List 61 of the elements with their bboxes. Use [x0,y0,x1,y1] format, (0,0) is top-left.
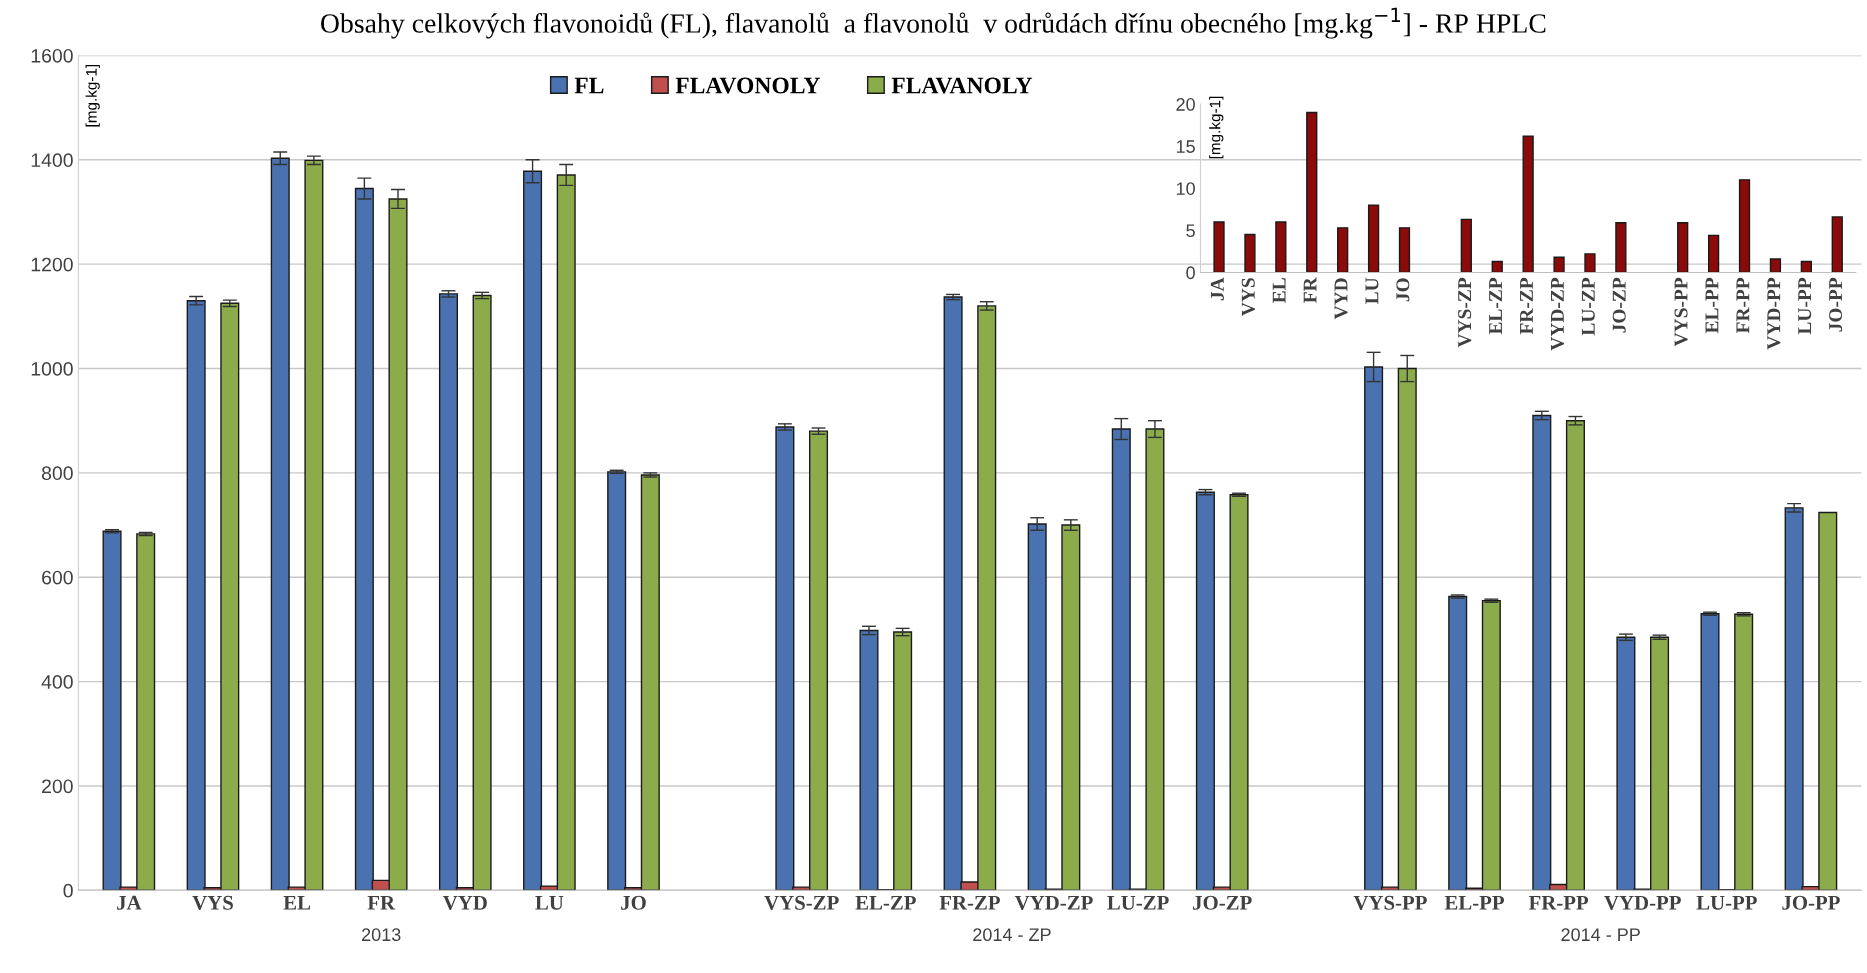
x-tick-label: VYD-ZP [1014,895,1093,910]
x-tick-label: VYS-PP [1674,277,1688,347]
x-tick-label: VYD-PP [1767,277,1781,350]
legend-label: FL [574,77,604,94]
x-tick-label: LU-ZP [1107,895,1169,910]
x-tick-label: JO-PP [1782,895,1840,910]
y-tick-label: 1400 [31,153,73,168]
x-tick-label: LU-PP [1798,277,1812,335]
x-tick-label: VYD-ZP [1550,277,1565,351]
x-tick-label: FR [367,895,396,910]
x-tick-label: VYD [1334,278,1348,320]
y-tick-label: 400 [41,675,73,689]
x-tick-label: VYS [1241,278,1255,316]
text: 2013 [362,928,401,942]
y-axis-title: [mg.kg-1] [1209,96,1224,159]
x-tick-label: EL-PP [1705,277,1719,334]
x-tick-label: LU [1365,277,1379,304]
x-tick-label: VYS [192,895,233,910]
x-tick-label: FR-PP [1528,895,1589,910]
x-tick-label: JO-ZP [1193,895,1252,910]
x-tick-label: EL-PP [1444,895,1505,910]
x-tick-label: VYS-PP [1353,895,1427,910]
x-tick-label: LU [535,895,564,910]
x-tick-label: FR [1303,277,1317,303]
x-tick-label: EL-ZP [855,895,916,910]
x-tick-label: FR-ZP [939,895,1000,910]
y-axis-title: [mg.kg-1] [85,64,100,127]
x-tick-label: EL [1272,278,1286,303]
legend-label: FLAVONOLY [675,77,820,94]
y-tick-label: 200 [42,779,73,794]
x-tick-label: JO [621,895,646,910]
x-tick-label: VYD [442,895,487,910]
y-tick-label: 600 [42,570,73,585]
x-tick-label: JA [1210,277,1224,301]
x-tick-label: JO-ZP [1612,277,1626,333]
x-tick-label: EL [283,895,311,910]
text: 2014 - ZP [973,928,1051,942]
y-tick-label: 0 [63,883,73,898]
x-tick-label: JA [117,895,142,910]
x-tick-label: LU-ZP [1581,277,1595,336]
y-tick-label: 1200 [31,257,73,272]
text: 2014 - PP [1561,928,1640,942]
x-tick-label: LU-PP [1696,895,1757,910]
x-tick-label: FR-ZP [1520,277,1533,335]
x-tick-label: VYD-PP [1604,895,1681,910]
y-tick-label: 20 [1176,98,1195,111]
x-tick-label: JO [1396,278,1410,302]
y-tick-label: 0 [1186,266,1195,280]
legend-label: FLAVANOLY [891,77,1033,94]
y-tick-label: 800 [41,466,73,481]
y-tick-label: 15 [1176,140,1195,153]
y-tick-label: 1000 [31,361,73,376]
x-tick-label: VYS-ZP [764,895,839,910]
chart-title: Obsahy celkových flavonoidů (FL), flavanolů a flavonolů v odrůdách dřínu obecného [mg.kg$^{−1}$] - RP HPLC [321,7,1546,39]
y-tick-label: 1600 [31,48,73,63]
x-tick-label: EL-ZP [1489,277,1502,335]
x-tick-label: VYS-ZP [1458,277,1472,348]
y-tick-label: 10 [1176,182,1195,195]
x-tick-label: JO-PP [1829,277,1843,332]
y-tick-label: 5 [1186,224,1195,238]
x-tick-label: FR-PP [1736,277,1750,334]
